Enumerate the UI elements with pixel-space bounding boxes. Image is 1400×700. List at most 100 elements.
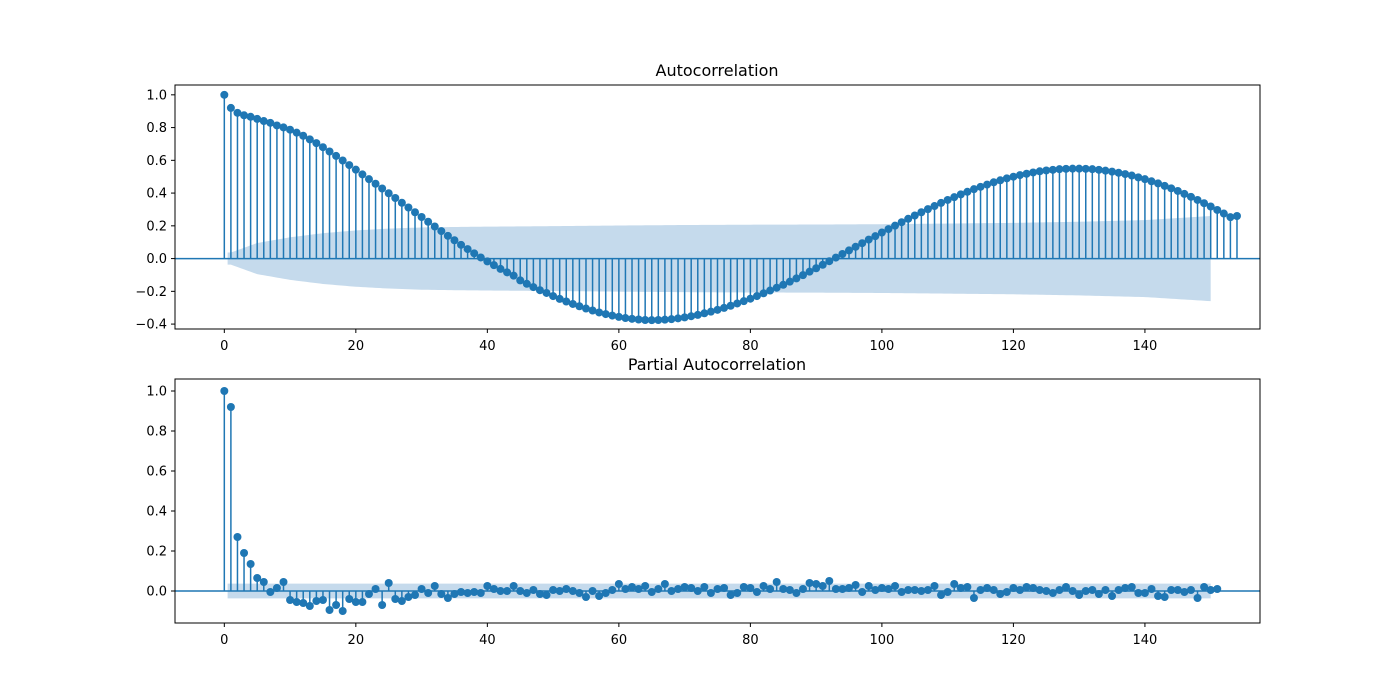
chart-0-marker-lag-35 — [450, 236, 459, 245]
chart-1-marker-lag-73 — [700, 583, 709, 591]
chart-0-marker-lag-100 — [877, 228, 886, 237]
chart-0-marker-lag-51 — [555, 294, 564, 303]
chart-0-marker-lag-50 — [549, 292, 558, 301]
partial-autocorrelation-title: Partial Autocorrelation — [628, 355, 806, 374]
chart-1-marker-lag-111 — [950, 580, 959, 588]
chart-0-marker-lag-117 — [989, 178, 998, 187]
chart-1-marker-lag-140 — [1140, 589, 1149, 597]
chart-1-marker-lag-121 — [1015, 586, 1024, 594]
chart-1-marker-lag-141 — [1147, 585, 1156, 593]
chart-1-marker-lag-84 — [772, 578, 781, 586]
chart-1-marker-lag-93 — [831, 585, 840, 593]
chart-1-marker-lag-56 — [588, 587, 597, 595]
chart-1-marker-lag-44 — [509, 582, 518, 590]
chart-0-marker-lag-58 — [601, 310, 610, 319]
chart-1-marker-lag-39 — [476, 589, 485, 597]
chart-1-marker-lag-9 — [279, 578, 288, 586]
chart-0-marker-lag-121 — [1015, 171, 1024, 180]
chart-1-marker-lag-7 — [266, 588, 275, 596]
chart-0-marker-lag-79 — [739, 297, 748, 306]
chart-0-marker-lag-141 — [1147, 177, 1156, 186]
chart-0-marker-lag-26 — [391, 193, 400, 202]
chart-0-marker-lag-110 — [943, 195, 952, 204]
chart-0-marker-lag-152 — [1219, 209, 1228, 218]
chart-0-marker-lag-75 — [713, 305, 722, 314]
chart-0-xtick-label-0: 0 — [220, 339, 228, 354]
chart-1-marker-lag-69 — [674, 585, 683, 593]
chart-1-marker-lag-99 — [871, 586, 880, 594]
chart-1-marker-lag-36 — [457, 588, 466, 596]
chart-0-marker-lag-149 — [1200, 199, 1209, 208]
chart-1-marker-lag-22 — [364, 590, 373, 598]
chart-0-marker-lag-37 — [463, 245, 472, 254]
chart-0-ytick-label-7: 1.0 — [146, 88, 167, 103]
chart-1-marker-lag-80 — [746, 584, 755, 592]
chart-1-marker-lag-30 — [417, 585, 426, 593]
chart-1-marker-lag-6 — [259, 578, 268, 586]
chart-0-marker-lag-18 — [338, 156, 347, 165]
chart-1-marker-lag-105 — [910, 586, 919, 594]
chart-0-marker-lag-99 — [871, 232, 880, 241]
chart-0-marker-lag-36 — [457, 240, 466, 249]
chart-1-marker-lag-42 — [496, 587, 505, 595]
chart-1-marker-lag-14 — [312, 597, 321, 605]
chart-0-marker-lag-2 — [233, 108, 242, 117]
chart-1-marker-lag-31 — [424, 589, 433, 597]
chart-1-marker-lag-12 — [299, 599, 308, 607]
chart-0-marker-lag-91 — [818, 260, 827, 269]
chart-0-ytick-label-4: 0.4 — [146, 187, 167, 202]
chart-0-marker-lag-148 — [1193, 195, 1202, 204]
chart-1-marker-lag-150 — [1206, 586, 1215, 594]
chart-1-xtick-label-0: 0 — [220, 633, 228, 648]
chart-1-marker-lag-90 — [812, 580, 821, 588]
chart-0-marker-lag-44 — [509, 271, 518, 280]
chart-0-marker-lag-115 — [976, 182, 985, 191]
chart-0-marker-lag-85 — [779, 280, 788, 289]
chart-0-ytick-label-2: 0.0 — [146, 252, 167, 267]
chart-1-marker-lag-82 — [759, 582, 768, 590]
chart-1-marker-lag-20 — [351, 598, 360, 606]
chart-1-ytick-label-4: 0.8 — [146, 425, 167, 440]
chart-1-marker-lag-1 — [226, 403, 235, 411]
chart-0-marker-lag-119 — [1002, 174, 1011, 183]
chart-1-marker-lag-59 — [608, 586, 617, 594]
chart-1-xtick-label-5: 100 — [869, 633, 894, 648]
chart-0-marker-lag-16 — [325, 147, 334, 156]
chart-0-marker-lag-103 — [897, 218, 906, 227]
chart-0-marker-lag-63 — [634, 315, 643, 324]
chart-0-xtick-label-1: 20 — [348, 339, 365, 354]
chart-1-marker-lag-72 — [693, 587, 702, 595]
chart-0-marker-lag-41 — [489, 261, 498, 270]
chart-1-marker-lag-52 — [562, 585, 571, 593]
chart-0-marker-lag-27 — [397, 198, 406, 207]
chart-0-marker-lag-54 — [575, 302, 584, 311]
chart-1-marker-lag-25 — [384, 579, 393, 587]
chart-0-marker-lag-88 — [798, 271, 807, 280]
chart-0-marker-lag-118 — [996, 176, 1005, 185]
chart-0-marker-lag-5 — [253, 114, 262, 123]
chart-0-marker-lag-131 — [1081, 164, 1090, 173]
chart-1-marker-lag-133 — [1094, 590, 1103, 598]
chart-0-marker-lag-32 — [430, 222, 439, 231]
chart-1-marker-lag-51 — [555, 587, 564, 595]
chart-1-marker-lag-124 — [1035, 586, 1044, 594]
chart-1-marker-lag-125 — [1042, 587, 1051, 595]
chart-0-marker-lag-76 — [720, 303, 729, 312]
chart-0-marker-lag-73 — [700, 309, 709, 318]
chart-0-marker-lag-11 — [292, 128, 301, 137]
chart-1-marker-lag-146 — [1180, 588, 1189, 596]
chart-1-marker-lag-38 — [470, 588, 479, 596]
chart-0-marker-lag-135 — [1108, 167, 1117, 176]
chart-1-marker-lag-148 — [1193, 594, 1202, 602]
chart-1-marker-lag-74 — [706, 589, 715, 597]
chart-0-marker-lag-96 — [851, 242, 860, 251]
chart-0-marker-lag-68 — [667, 315, 676, 324]
chart-0-marker-lag-33 — [437, 227, 446, 236]
chart-1-marker-lag-108 — [930, 582, 939, 590]
chart-1-marker-lag-106 — [917, 587, 926, 595]
chart-0-marker-lag-42 — [496, 264, 505, 273]
chart-1-marker-lag-130 — [1075, 591, 1084, 599]
chart-0-marker-lag-144 — [1167, 184, 1176, 193]
chart-0-marker-lag-87 — [792, 274, 801, 283]
